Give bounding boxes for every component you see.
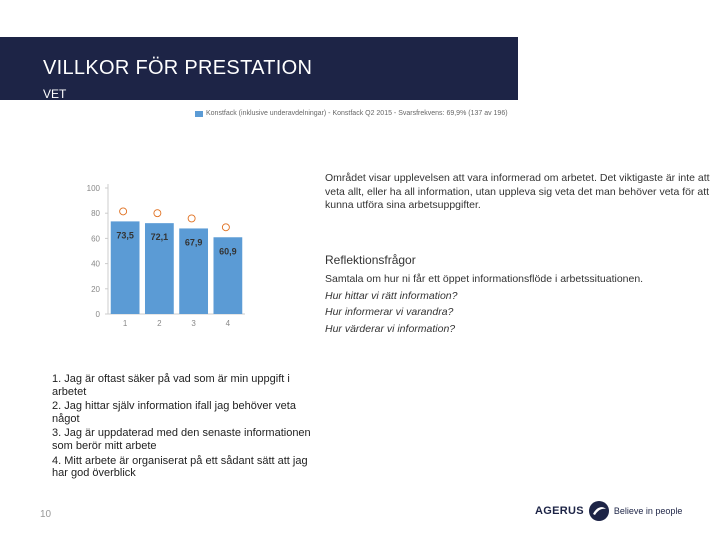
reflection-title: Reflektionsfrågor [325,253,416,267]
legend-swatch [195,110,203,117]
bar-value-label: 67,9 [185,237,203,247]
y-tick-label: 40 [91,260,100,269]
reflection-question-2: Hur informerar vi varandra? [325,306,454,318]
agerus-logo: AGERUS Believe in people [535,500,682,522]
y-tick-label: 100 [87,184,101,193]
reflection-question-3: Hur värderar vi information? [325,322,456,335]
y-tick-label: 20 [91,285,100,294]
header-banner: VILLKOR FÖR PRESTATION VET [0,37,518,101]
y-tick-label: 0 [96,310,101,319]
description-text: Området visar upplevelsen att vara infor… [325,172,710,211]
page-number: 10 [40,509,52,520]
marker-icon [153,209,162,218]
bar [179,228,209,314]
x-tick-label: 2 [157,319,162,328]
bar [110,221,140,314]
bar [213,237,243,314]
bar-value-label: 73,5 [116,230,134,240]
reflection-question-1: Hur hittar vi rätt information? [325,289,458,302]
y-tick-label: 60 [91,234,100,243]
y-tick-label: 80 [91,209,100,218]
marker-icon [221,223,230,232]
bar-chart: 0 20 40 60 80 100 73,5 1 72,1 2 67,9 3 60,9 4 [87,184,245,328]
list-item: 2. Jag hittar själv information ifall ja… [52,400,296,425]
x-tick-label: 1 [123,319,128,328]
page-subtitle: VET [43,87,67,101]
logo-swoosh-icon [588,501,609,521]
marker-icon [119,207,128,216]
x-tick-label: 4 [226,319,231,328]
bar-value-label: 72,1 [151,232,169,242]
bar [144,223,174,314]
legend-label: Konstfack (inklusive underavdelningar) -… [206,110,508,117]
marker-icon [187,214,196,223]
reflection-intro: Samtala om hur ni får ett öppet informat… [325,273,644,285]
x-tick-label: 3 [191,319,196,328]
item-list: 1. Jag är oftast säker på vad som är min… [52,373,322,482]
page-title: VILLKOR FÖR PRESTATION [43,57,313,79]
list-item: 4. Mitt arbete är organiserat på ett såd… [52,454,308,480]
list-item: 1. Jag är oftast säker på vad som är min… [52,373,290,398]
bar-value-label: 60,9 [219,246,237,256]
logo-tagline: Believe in people [613,506,683,516]
chart-legend: Konstfack (inklusive underavdelningar) -… [195,110,508,117]
reflection-block: Samtala om hur ni får ett öppet informat… [325,271,710,337]
list-item: 3. Jag är uppdaterad med den senaste inf… [52,427,311,452]
logo-brand: AGERUS [535,505,584,517]
